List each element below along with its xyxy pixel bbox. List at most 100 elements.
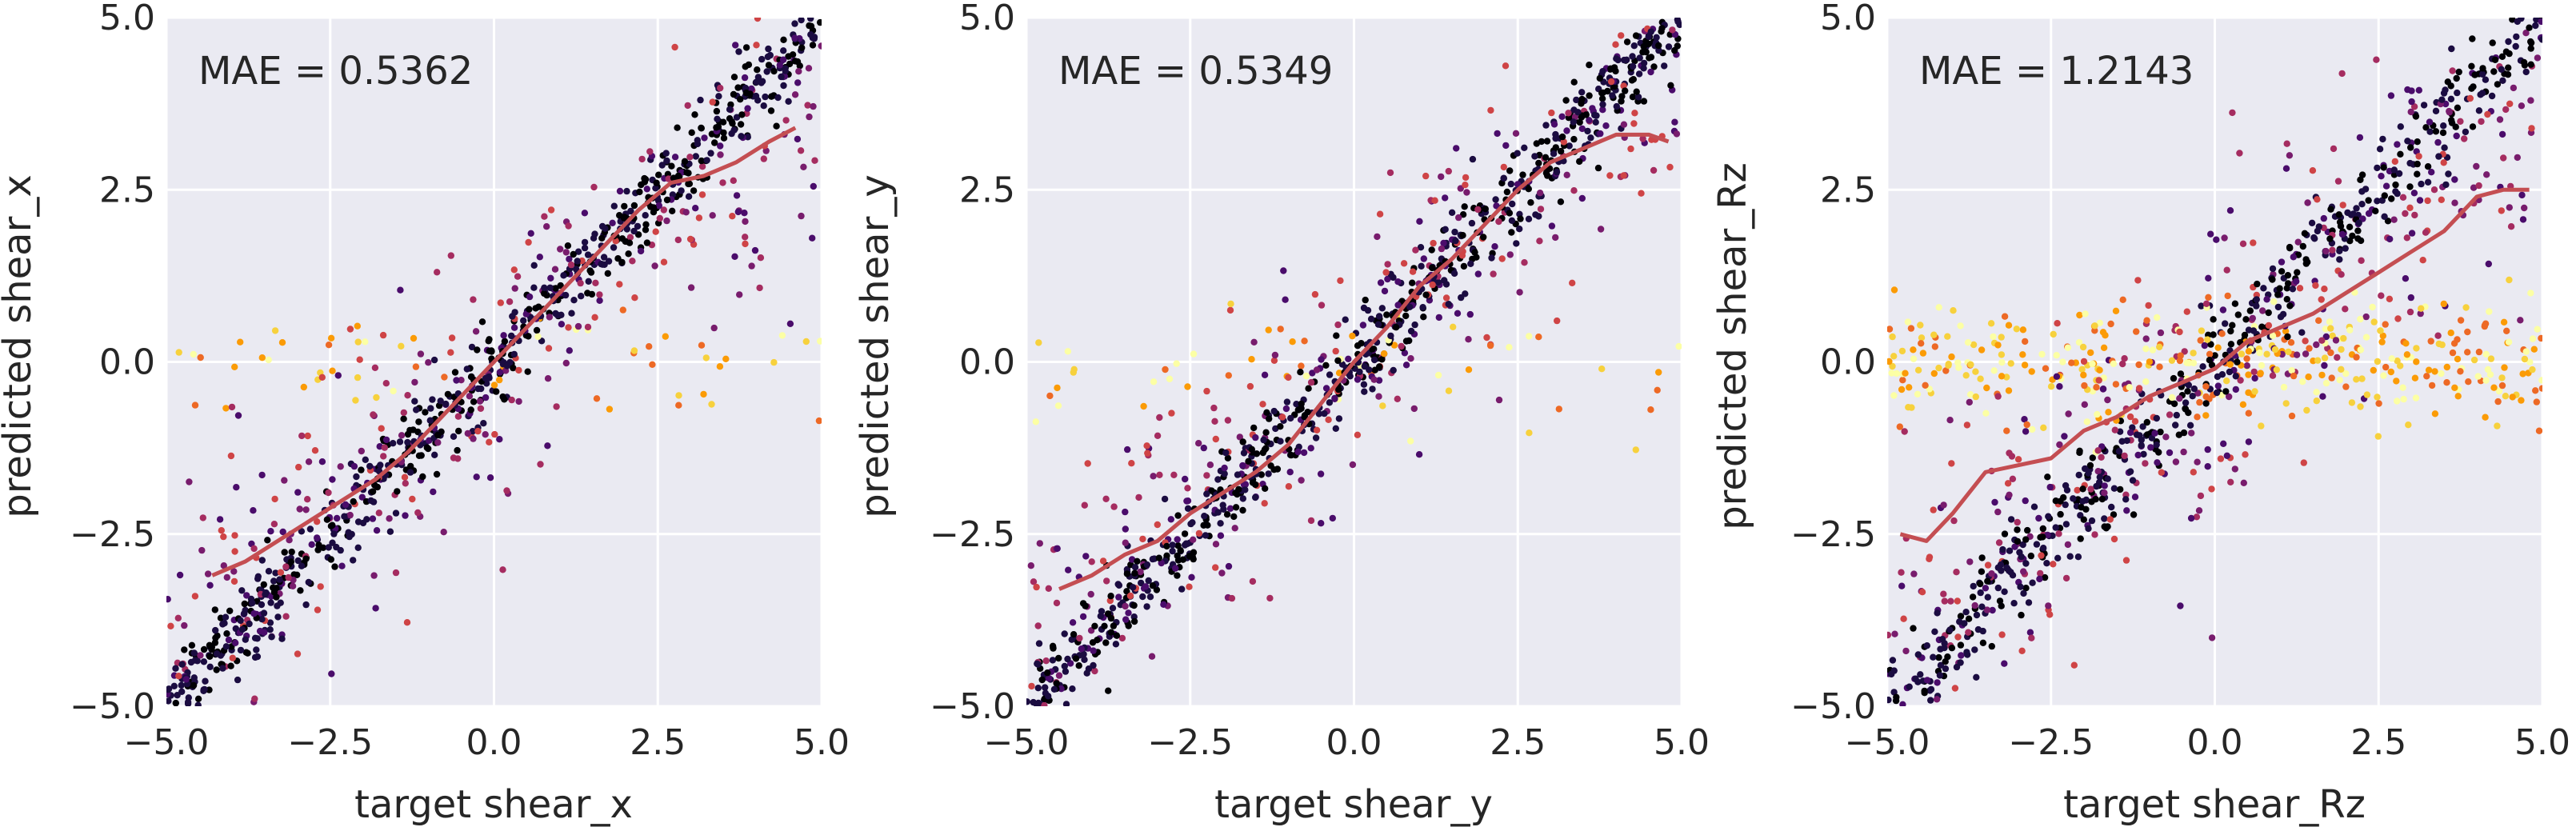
scatter-point [1227,300,1234,308]
x-tick-label: 2.5 [1490,722,1546,763]
scatter-point [1158,559,1165,567]
scatter-point [1553,168,1561,176]
scatter-point [2006,547,2014,554]
scatter-point [2346,326,2354,334]
scatter-point [1107,614,1115,622]
scatter-point [450,454,458,461]
scatter-point [692,205,699,212]
scatter-point [2440,122,2447,130]
scatter-point [2107,320,2114,328]
scatter-point [261,629,268,636]
scatter-point [2211,352,2218,359]
scatter-point [350,557,357,564]
scatter-point [1402,362,1410,369]
scatter-point [1933,696,1941,703]
y-axis-label-shear-rz: predicted shear_Rz [1710,162,1755,530]
scatter-point [1331,395,1338,402]
scatter-point [717,84,724,92]
scatter-point [2094,447,2102,454]
scatter-point [1049,642,1057,649]
scatter-point [2286,152,2294,159]
scatter-point [2198,302,2205,310]
scatter-point [2138,436,2145,444]
scatter-point [1937,661,1945,669]
scatter-point [382,436,390,444]
scatter-point [1122,539,1130,546]
scatter-point [686,235,694,243]
scatter-point [1221,464,1228,472]
scatter-point [345,529,352,536]
scatter-point [733,192,741,199]
scatter-point [223,630,230,637]
scatter-point [707,150,714,157]
scatter-point [1091,622,1098,629]
scatter-point [715,93,722,100]
scatter-point [2414,170,2421,178]
scatter-point [2100,344,2108,351]
scatter-point [1535,334,1542,341]
scatter-point [2438,96,2446,103]
scatter-point [237,646,245,654]
scatter-point [2110,360,2118,367]
scatter-point [646,148,654,155]
scatter-point [807,31,814,38]
scatter-point [817,18,822,26]
scatter-point [2500,154,2507,162]
scatter-point [2482,320,2490,327]
scatter-point [2245,438,2253,445]
scatter-point [1502,142,1510,150]
scatter-point [314,534,321,541]
mae-annotation-shear-y: MAE = 0.5349 [1058,49,1333,94]
scatter-point [2287,339,2295,346]
scatter-point [1465,366,1473,374]
scatter-point [1239,438,1246,445]
scatter-point [1899,377,1906,384]
scatter-point [508,332,515,340]
scatter-point [1640,59,1648,67]
scatter-point [1642,41,1650,48]
scatter-point [2075,338,2083,346]
scatter-point [318,458,326,465]
scatter-point [2431,410,2439,417]
scatter-point [1502,62,1510,70]
scatter-point [675,402,682,409]
scatter-point [1995,539,2003,546]
scatter-point [2078,504,2085,511]
scatter-point [174,692,181,699]
scatter-point [2199,363,2206,370]
scatter-point [1612,41,1619,48]
scatter-point [2522,30,2530,37]
scatter-point [515,398,522,406]
scatter-point [565,324,572,331]
scatter-point [2394,398,2401,405]
scatter-point [553,403,560,410]
scatter-point [218,527,225,534]
scatter-point [1604,87,1611,95]
scatter-point [375,509,382,517]
scatter-point [1934,679,1941,686]
scatter-point [1558,133,1566,141]
scatter-point [2239,401,2247,408]
scatter-point [2276,285,2283,292]
scatter-point [219,621,226,628]
scatter-point [2240,479,2247,486]
scatter-point [1631,110,1638,117]
scatter-point [2223,452,2230,459]
scatter-point [2094,410,2101,418]
scatter-point [1578,89,1586,96]
scatter-point [2033,541,2041,548]
scatter-point [2282,400,2290,407]
scatter-point [1354,376,1362,383]
scatter-point [2394,315,2402,322]
scatter-point [2221,234,2228,242]
scatter-point [190,649,198,657]
scatter-point [1434,371,1442,379]
scatter-point [1507,180,1515,188]
scatter-point [194,695,202,702]
scatter-point [730,90,738,98]
scatter-point [220,562,227,569]
scatter-point [2210,316,2217,323]
scatter-point [671,43,678,51]
y-tick-label: 0.0 [99,342,155,383]
scatter-point [2319,393,2326,400]
